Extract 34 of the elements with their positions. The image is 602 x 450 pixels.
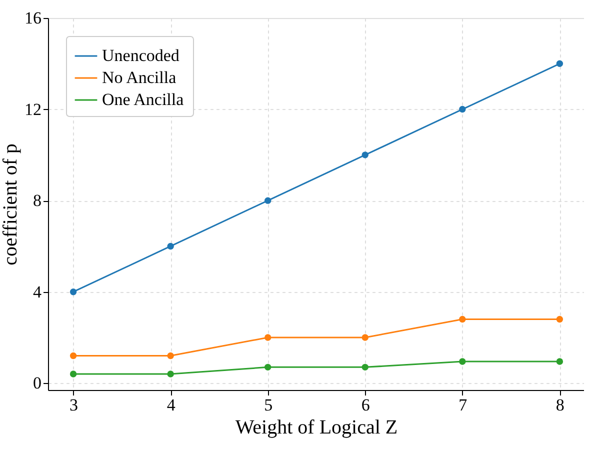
x-tick-label: 8 [556, 396, 564, 414]
point [362, 334, 368, 341]
y-tick-label: 12 [24, 100, 42, 119]
point [70, 370, 77, 378]
point [459, 358, 466, 365]
x-tick-label: 7 [458, 396, 468, 414]
point [556, 316, 564, 323]
x-tick-label: 5 [264, 396, 273, 414]
legend-label: No Ancilla [102, 68, 177, 87]
y-axis-title: coefficient of p [0, 144, 22, 266]
y-tick-label: 16 [24, 8, 42, 28]
point [362, 364, 368, 371]
point [556, 60, 564, 67]
y-tick-label: 4 [33, 282, 42, 302]
point [459, 316, 466, 323]
y-tick-label: 0 [33, 374, 42, 393]
point [70, 288, 77, 296]
point [556, 358, 564, 365]
y-tick-label: 8 [33, 191, 42, 210]
x-axis-title: Weight of Logical Z [235, 416, 398, 438]
point [70, 352, 77, 360]
point [459, 106, 466, 113]
point [167, 370, 174, 378]
point [264, 364, 272, 371]
point [167, 352, 174, 360]
x-tick-label: 3 [70, 396, 78, 414]
legend-label: One Ancilla [102, 90, 184, 109]
x-tick-label: 6 [361, 396, 370, 414]
x-tick-label: 4 [166, 396, 176, 414]
point [167, 242, 174, 250]
legend-label: Unencoded [102, 46, 180, 65]
point [362, 152, 368, 158]
point [264, 334, 272, 341]
point [264, 197, 272, 204]
